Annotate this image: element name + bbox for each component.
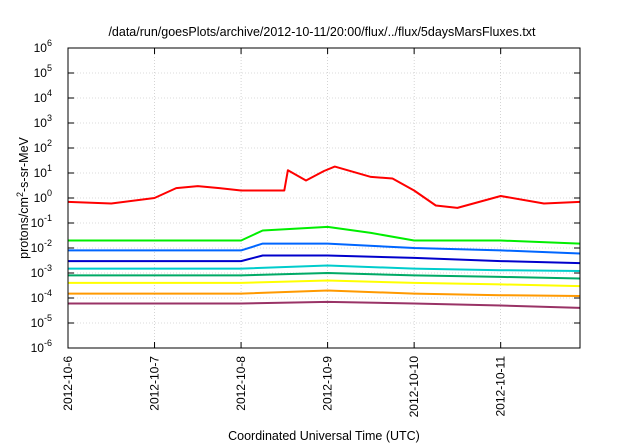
y-axis-label-sup: 2 [15,192,25,197]
y-tick-label: 102 [34,138,52,155]
y-tick-label: 10-2 [31,238,52,255]
y-tick-exp: -3 [44,263,52,273]
series-layer [67,165,581,309]
series-line-5 [68,264,581,272]
x-tick-labels: 2012-10-6 2012-10-7 2012-10-8 2012-10-9 2012… [61,356,508,418]
y-axis-label-base: protons/cm [17,197,31,259]
y-tick-base: 10 [34,41,48,55]
y-tick-exp: 2 [47,138,52,148]
y-tick-base: 10 [31,216,45,230]
x-tick-label: 2012-10-8 [234,356,248,411]
y-tick-exp: 0 [47,188,52,198]
series-line-1 [67,165,581,209]
y-tick-base: 10 [34,66,48,80]
y-tick-labels: 10-610-510-410-310-210-11001011021031041… [31,38,52,355]
x-tick-label: 2012-10-10 [407,356,421,418]
y-tick-exp: -2 [44,238,52,248]
series-line-3 [68,242,581,255]
y-tick-base: 10 [34,191,48,205]
plot-frame [67,47,581,349]
series-line-7 [68,279,581,288]
y-tick-label: 103 [34,113,52,130]
chart-title: /data/run/goesPlots/archive/2012-10-11/2… [108,25,536,39]
y-axis-label: protons/cm2-s-sr-MeV [15,136,31,258]
x-tick-label: 2012-10-7 [148,356,162,411]
y-tick-label: 105 [34,63,52,80]
y-tick-exp: 3 [47,113,52,123]
x-tick-label: 2012-10-9 [321,356,335,411]
y-tick-label: 10-5 [31,313,52,330]
y-tick-label: 10-4 [31,288,52,305]
series-line-4 [68,254,581,265]
y-tick-base: 10 [34,116,48,130]
series-line-6 [68,272,581,280]
series-line-8 [68,289,581,297]
y-tick-base: 10 [31,266,45,280]
y-tick-exp: 6 [47,38,52,48]
y-tick-base: 10 [34,91,48,105]
y-tick-base: 10 [31,241,45,255]
y-tick-exp: 1 [47,163,52,173]
y-tick-label: 101 [34,163,52,180]
series-line-2 [68,225,581,245]
y-tick-label: 10-3 [31,263,52,280]
series-line-9 [68,300,581,309]
x-axis-label: Coordinated Universal Time (UTC) [228,429,420,443]
y-tick-label: 10-1 [31,213,52,230]
y-tick-exp: 4 [47,88,52,98]
y-tick-label: 104 [34,88,52,105]
y-tick-label: 100 [34,188,52,205]
y-tick-base: 10 [34,141,48,155]
y-tick-exp: -6 [44,338,52,348]
y-tick-base: 10 [31,316,45,330]
y-axis-label-rest: -s-sr-MeV [17,136,31,192]
y-tick-exp: -1 [44,213,52,223]
y-tick-base: 10 [31,341,45,355]
y-tick-exp: -4 [44,288,52,298]
y-tick-label: 106 [34,38,52,55]
y-tick-exp: -5 [44,313,52,323]
x-tick-label: 2012-10-6 [61,356,75,411]
y-tick-exp: 5 [47,63,52,73]
x-tick-label: 2012-10-11 [494,356,508,417]
y-tick-base: 10 [31,291,45,305]
y-tick-base: 10 [34,166,48,180]
y-tick-label: 10-6 [31,338,52,355]
